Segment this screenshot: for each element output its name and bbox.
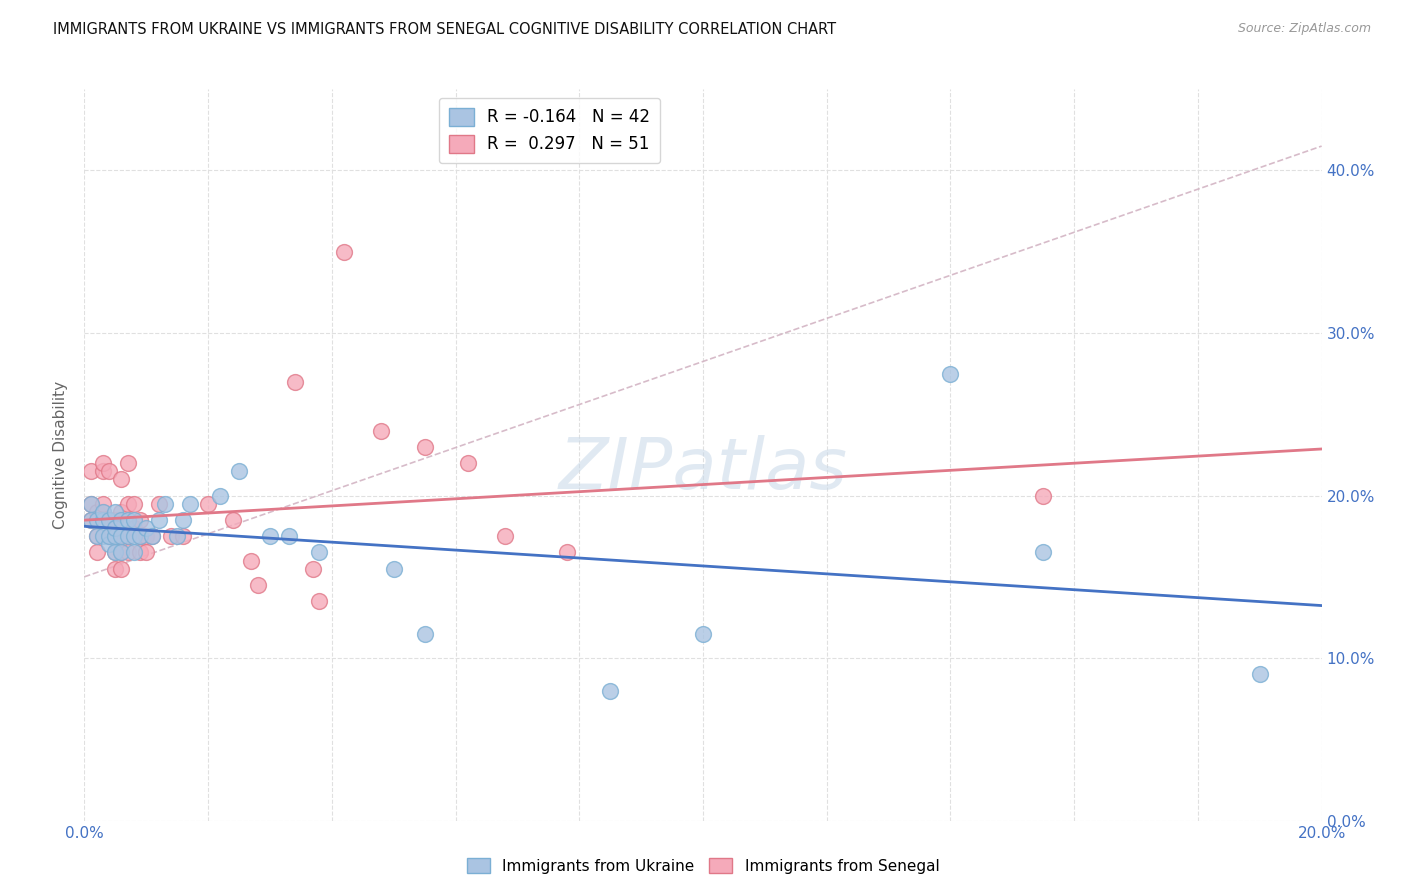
Point bbox=[104, 529, 127, 543]
Point bbox=[110, 505, 132, 519]
Point bbox=[110, 545, 132, 559]
Point bbox=[98, 529, 121, 543]
Point bbox=[79, 464, 101, 478]
Point bbox=[104, 545, 127, 559]
Point bbox=[148, 497, 170, 511]
Point bbox=[599, 683, 621, 698]
Point bbox=[86, 545, 108, 559]
Point bbox=[135, 521, 157, 535]
Point bbox=[104, 545, 127, 559]
Point bbox=[129, 529, 152, 543]
Point bbox=[277, 529, 299, 543]
Point bbox=[382, 562, 405, 576]
Point bbox=[284, 375, 307, 389]
Point bbox=[91, 505, 114, 519]
Point bbox=[79, 513, 101, 527]
Point bbox=[172, 529, 194, 543]
Point bbox=[259, 529, 281, 543]
Point bbox=[98, 537, 121, 551]
Legend: R = -0.164   N = 42, R =  0.297   N = 51: R = -0.164 N = 42, R = 0.297 N = 51 bbox=[439, 97, 661, 163]
Point bbox=[110, 562, 132, 576]
Point bbox=[98, 464, 121, 478]
Point bbox=[98, 513, 121, 527]
Point bbox=[179, 497, 201, 511]
Point bbox=[122, 529, 145, 543]
Point bbox=[302, 562, 325, 576]
Point bbox=[98, 513, 121, 527]
Point bbox=[413, 440, 436, 454]
Text: ZIPatlas: ZIPatlas bbox=[558, 435, 848, 504]
Point bbox=[197, 497, 219, 511]
Point bbox=[370, 424, 392, 438]
Text: IMMIGRANTS FROM UKRAINE VS IMMIGRANTS FROM SENEGAL COGNITIVE DISABILITY CORRELAT: IMMIGRANTS FROM UKRAINE VS IMMIGRANTS FR… bbox=[53, 22, 837, 37]
Point bbox=[129, 545, 152, 559]
Point bbox=[122, 521, 145, 535]
Point bbox=[91, 497, 114, 511]
Point bbox=[104, 513, 127, 527]
Point bbox=[413, 626, 436, 640]
Point bbox=[117, 456, 139, 470]
Point bbox=[166, 529, 188, 543]
Y-axis label: Cognitive Disability: Cognitive Disability bbox=[53, 381, 69, 529]
Point bbox=[104, 505, 127, 519]
Point bbox=[117, 529, 139, 543]
Point bbox=[939, 367, 962, 381]
Point bbox=[1032, 489, 1054, 503]
Point bbox=[110, 529, 132, 543]
Point bbox=[110, 513, 132, 527]
Point bbox=[308, 545, 330, 559]
Point bbox=[86, 529, 108, 543]
Point bbox=[160, 529, 183, 543]
Point bbox=[104, 521, 127, 535]
Point bbox=[122, 513, 145, 527]
Point bbox=[209, 489, 232, 503]
Point bbox=[494, 529, 516, 543]
Point bbox=[86, 529, 108, 543]
Point bbox=[240, 553, 263, 567]
Point bbox=[91, 464, 114, 478]
Point bbox=[129, 529, 152, 543]
Point bbox=[135, 545, 157, 559]
Point bbox=[117, 513, 139, 527]
Point bbox=[91, 505, 114, 519]
Point bbox=[91, 456, 114, 470]
Point bbox=[555, 545, 578, 559]
Point bbox=[1249, 667, 1271, 681]
Point bbox=[86, 505, 108, 519]
Point bbox=[104, 562, 127, 576]
Point bbox=[246, 578, 269, 592]
Point bbox=[110, 529, 132, 543]
Point bbox=[222, 513, 245, 527]
Point bbox=[91, 529, 114, 543]
Point bbox=[104, 529, 127, 543]
Point bbox=[129, 513, 152, 527]
Point bbox=[79, 513, 101, 527]
Point bbox=[117, 497, 139, 511]
Point bbox=[117, 545, 139, 559]
Point bbox=[148, 513, 170, 527]
Point bbox=[86, 513, 108, 527]
Point bbox=[91, 513, 114, 527]
Text: Source: ZipAtlas.com: Source: ZipAtlas.com bbox=[1237, 22, 1371, 36]
Point bbox=[457, 456, 479, 470]
Point bbox=[141, 529, 163, 543]
Point bbox=[79, 497, 101, 511]
Point bbox=[98, 529, 121, 543]
Point bbox=[117, 529, 139, 543]
Point bbox=[153, 497, 176, 511]
Point bbox=[692, 626, 714, 640]
Point bbox=[122, 497, 145, 511]
Point bbox=[333, 244, 356, 259]
Point bbox=[172, 513, 194, 527]
Point bbox=[1032, 545, 1054, 559]
Legend: Immigrants from Ukraine, Immigrants from Senegal: Immigrants from Ukraine, Immigrants from… bbox=[461, 852, 945, 880]
Point bbox=[79, 497, 101, 511]
Point bbox=[110, 545, 132, 559]
Point bbox=[110, 472, 132, 486]
Point bbox=[141, 529, 163, 543]
Point bbox=[122, 545, 145, 559]
Point bbox=[308, 594, 330, 608]
Point bbox=[135, 529, 157, 543]
Point bbox=[228, 464, 250, 478]
